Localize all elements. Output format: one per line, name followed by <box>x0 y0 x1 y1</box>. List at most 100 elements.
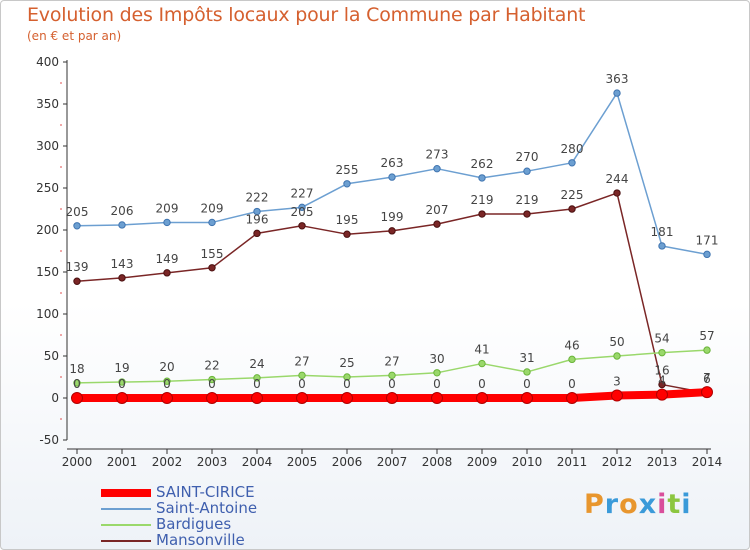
logo-letter: i <box>657 489 668 520</box>
data-label: 0 <box>208 377 216 391</box>
x-tick-label: 2013 <box>647 455 678 469</box>
logo-letter: i <box>681 489 692 520</box>
data-point <box>658 242 666 250</box>
data-point <box>253 229 261 238</box>
legend-swatch <box>101 508 151 510</box>
data-label: 50 <box>609 335 624 349</box>
data-label: 30 <box>429 352 444 366</box>
data-label: 4 <box>658 374 666 388</box>
data-point <box>431 392 443 404</box>
y-tick-label: 0 <box>51 391 59 405</box>
data-label: 149 <box>156 252 179 266</box>
data-label: 222 <box>246 191 269 205</box>
data-label: 206 <box>111 204 134 218</box>
y-tick-label: 200 <box>36 223 59 237</box>
chart-subtitle: (en € et par an) <box>27 29 122 43</box>
data-point <box>386 392 398 404</box>
logo-letter: x <box>638 489 658 520</box>
data-point <box>388 173 396 181</box>
x-tick-label: 2010 <box>512 455 543 469</box>
data-label: 24 <box>249 357 264 371</box>
x-tick-label: 2001 <box>107 455 138 469</box>
x-tick-label: 2007 <box>377 455 408 469</box>
data-point <box>253 374 261 382</box>
data-point <box>613 352 621 360</box>
legend-label: SAINT-CIRICE <box>156 483 255 501</box>
data-point <box>388 371 396 380</box>
x-tick-label: 2003 <box>197 455 228 469</box>
legend-swatch <box>101 489 151 497</box>
data-point <box>568 205 576 213</box>
data-point <box>161 392 173 404</box>
data-label: 363 <box>606 72 629 86</box>
data-point <box>613 189 621 197</box>
data-point <box>523 368 531 376</box>
proxiti-logo: Proxiti <box>584 489 692 520</box>
data-point <box>208 218 216 227</box>
data-label: 225 <box>561 188 584 202</box>
data-point <box>116 392 128 404</box>
data-point <box>298 371 306 380</box>
data-label: 6 <box>703 372 711 386</box>
legend-label: Bardigues <box>156 515 232 533</box>
data-point <box>73 379 81 387</box>
data-point <box>433 164 441 173</box>
data-point <box>523 167 531 175</box>
legend-label: Mansonville <box>156 531 245 549</box>
legend-item: Mansonville <box>101 531 321 549</box>
data-point <box>341 392 353 404</box>
chart-title: Evolution des Impôts locaux pour la Comm… <box>27 4 586 26</box>
data-label: 171 <box>696 233 719 247</box>
data-label: 25 <box>339 356 354 370</box>
data-label: 205 <box>291 205 314 219</box>
data-label: 46 <box>564 338 579 352</box>
data-point <box>253 207 261 216</box>
logo-letter: P <box>584 489 605 520</box>
data-label: 139 <box>66 260 89 274</box>
x-tick-label: 2000 <box>62 455 93 469</box>
data-label: 18 <box>69 362 84 376</box>
data-point <box>298 222 306 230</box>
data-point <box>71 392 83 404</box>
data-point <box>476 392 488 404</box>
data-label: 270 <box>516 150 539 164</box>
data-point <box>521 392 533 404</box>
x-tick-label: 2012 <box>602 455 633 469</box>
logo-letter: o <box>619 489 639 520</box>
legend-item: Bardigues <box>101 515 321 533</box>
x-tick-label: 2006 <box>332 455 363 469</box>
x-tick-label: 2002 <box>152 455 183 469</box>
data-label: 181 <box>651 225 674 239</box>
data-label: 273 <box>426 148 449 162</box>
data-label: 3 <box>613 374 621 388</box>
data-label: 16 <box>654 364 669 378</box>
data-label: 263 <box>381 156 404 170</box>
data-point <box>296 392 308 404</box>
data-label: 54 <box>654 332 669 346</box>
data-point <box>343 180 351 188</box>
data-point <box>298 203 306 212</box>
data-point <box>73 222 81 230</box>
data-label: 0 <box>73 377 81 391</box>
x-tick-label: 2008 <box>422 455 453 469</box>
data-point <box>206 392 218 404</box>
data-point <box>208 264 216 272</box>
data-point <box>658 348 666 357</box>
logo-letter: r <box>604 489 620 520</box>
data-label: 0 <box>433 377 441 391</box>
data-point <box>478 174 486 182</box>
data-label: 280 <box>561 142 584 156</box>
y-tick-label: 50 <box>44 349 59 363</box>
data-label: 7 <box>703 371 711 385</box>
data-label: 196 <box>246 212 269 226</box>
data-point <box>251 392 263 404</box>
data-point <box>388 227 396 235</box>
data-label: 0 <box>523 377 531 391</box>
legend-item: SAINT-CIRICE <box>101 483 321 501</box>
data-point <box>343 373 351 381</box>
data-label: 20 <box>159 360 174 374</box>
data-label: 57 <box>699 329 714 343</box>
y-tick-label: 150 <box>36 265 59 279</box>
data-label: 227 <box>291 186 314 200</box>
data-label: 255 <box>336 163 359 177</box>
